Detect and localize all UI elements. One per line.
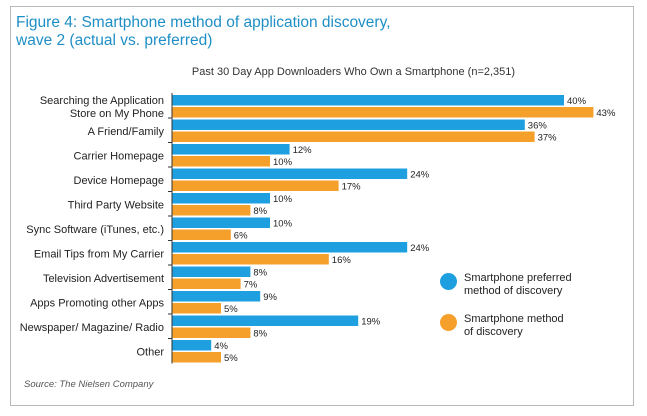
bar-preferred (172, 95, 564, 106)
category-label: Newspaper/ Magazine/ Radio (20, 322, 164, 334)
legend-label-preferred: Smartphone preferred method of discovery (464, 272, 574, 298)
data-label: 37% (538, 133, 558, 144)
bar-actual (172, 131, 535, 142)
category-label: Other (136, 346, 164, 358)
data-label: 17% (342, 182, 362, 193)
figure-title-line2: wave 2 (actual vs. preferred) (16, 32, 213, 49)
data-label: 36% (528, 121, 548, 132)
legend-label-preferred-line2: method of discovery (464, 285, 563, 297)
category-label: Apps Promoting other Apps (30, 297, 164, 309)
legend-swatch-preferred (440, 273, 457, 290)
bar-preferred (172, 242, 408, 253)
data-label: 43% (596, 108, 616, 119)
legend-label-actual-line1: Smartphone method (464, 313, 564, 325)
data-label: 5% (224, 353, 238, 364)
bar-actual (172, 180, 339, 191)
bar-actual (172, 278, 241, 289)
data-label: 5% (224, 304, 238, 315)
source-note: Source: The Nielsen Company (24, 379, 154, 390)
bar-actual (172, 205, 251, 216)
data-label: 16% (332, 255, 352, 266)
bar-preferred (172, 315, 359, 326)
bar-actual (172, 254, 329, 265)
bar-preferred (172, 217, 270, 228)
data-label: 7% (244, 280, 258, 291)
data-label: 8% (253, 329, 267, 340)
data-label: 8% (253, 268, 267, 279)
data-label: 24% (410, 170, 430, 181)
category-label: Carrier Homepage (74, 150, 164, 162)
category-label: Searching the Application Store on My Pho… (40, 95, 164, 120)
data-label: 9% (263, 292, 277, 303)
bar-preferred (172, 168, 408, 179)
bar-preferred (172, 119, 525, 130)
legend-item-actual: Smartphone method of discovery (440, 313, 574, 339)
legend-swatch-actual (440, 314, 457, 331)
chart-subtitle: Past 30 Day App Downloaders Who Own a Sm… (191, 66, 516, 78)
bar-actual (172, 229, 231, 240)
bar-preferred (172, 266, 251, 277)
data-label: 8% (253, 206, 267, 217)
bar-actual (172, 156, 270, 167)
legend-label-preferred-line1: Smartphone preferred (464, 272, 572, 284)
data-label: 40% (567, 96, 587, 107)
data-label: 19% (361, 317, 381, 328)
category-label: Device Homepage (74, 175, 165, 187)
legend-label-actual-line2: of discovery (464, 326, 523, 338)
figure-title-line1: Figure 4: Smartphone method of applicati… (16, 14, 391, 31)
legend-item-preferred: Smartphone preferred method of discovery (440, 272, 574, 298)
data-label: 10% (273, 157, 293, 168)
data-label: 4% (214, 341, 228, 352)
bar-actual (172, 303, 221, 314)
bar-preferred (172, 144, 290, 155)
data-label: 12% (293, 145, 313, 156)
bar-actual (172, 327, 251, 338)
data-label: 10% (273, 219, 293, 230)
data-label: 10% (273, 194, 293, 205)
bar-preferred (172, 193, 270, 204)
category-label: A Friend/Family (88, 126, 165, 138)
category-label: Third Party Website (68, 199, 164, 211)
bar-preferred (172, 291, 261, 302)
figure-card (10, 6, 634, 406)
data-label: 6% (234, 231, 248, 242)
category-label: Television Advertisement (43, 273, 164, 285)
category-label: Sync Software (iTunes, etc.) (26, 224, 164, 236)
bar-actual (172, 352, 221, 363)
category-label: Email Tips from My Carrier (34, 248, 165, 260)
figure-title: Figure 4: Smartphone method of applicati… (16, 14, 576, 50)
legend-label-actual: Smartphone method of discovery (464, 313, 574, 339)
bar-preferred (172, 340, 212, 351)
data-label: 24% (410, 243, 430, 254)
bar-actual (172, 107, 594, 118)
